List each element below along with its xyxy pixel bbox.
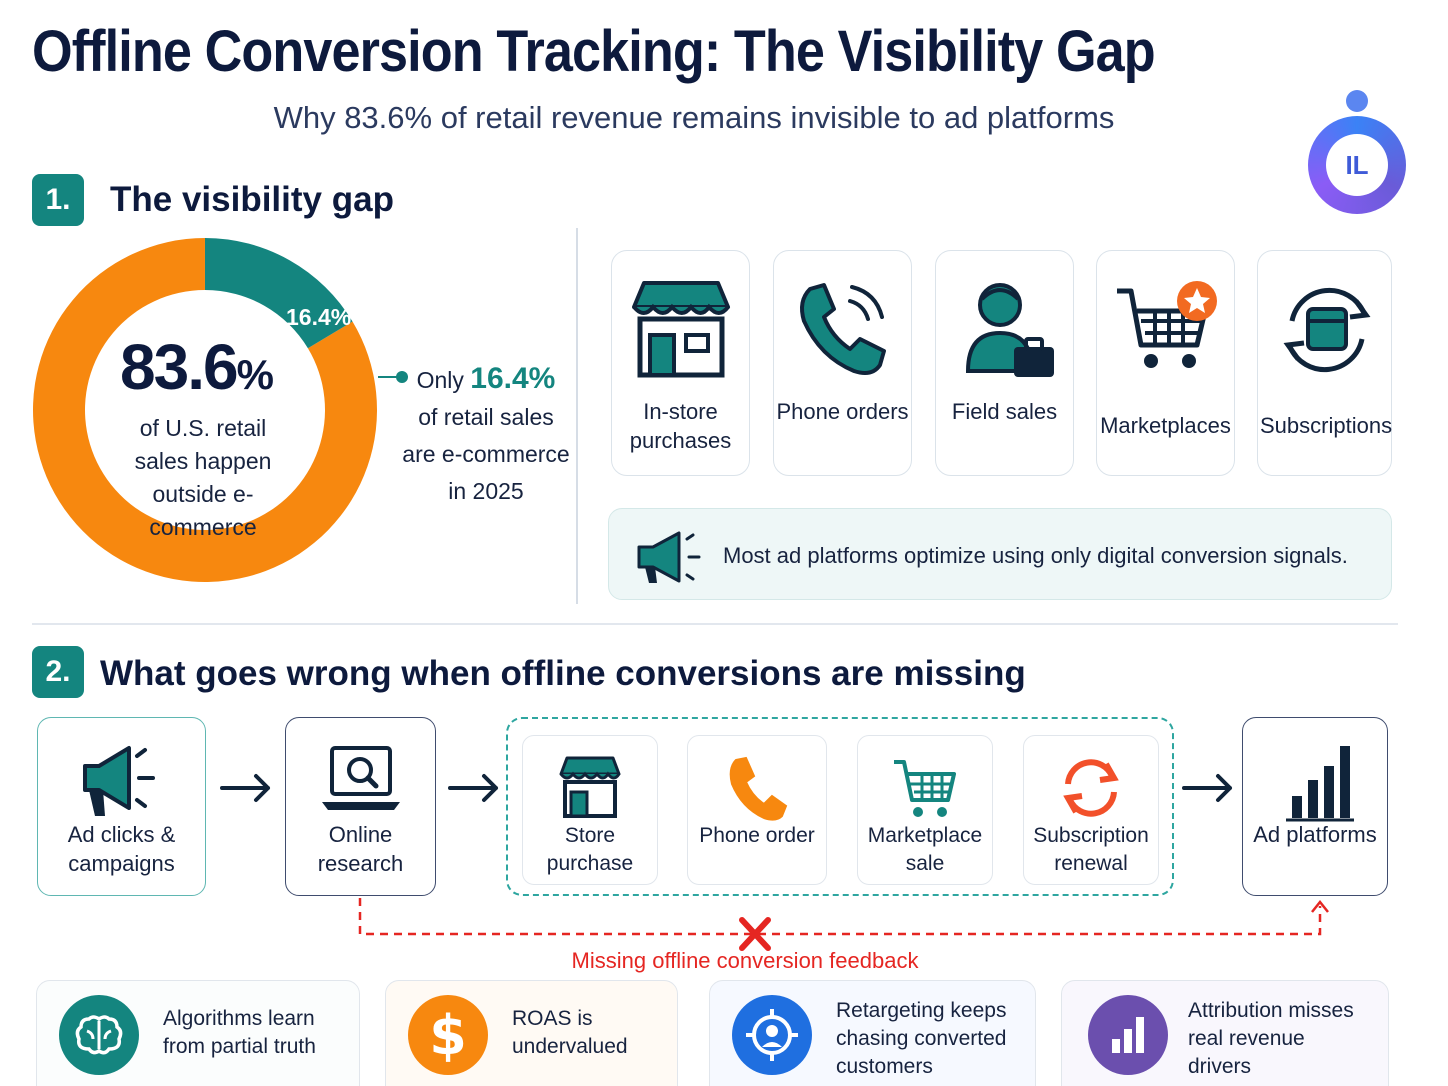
impact-roas: $ ROAS is undervalued (385, 980, 678, 1086)
flow-ad-clicks: Ad clicks & campaigns (37, 717, 206, 896)
donut-segment-label: 16.4% (286, 304, 352, 330)
page-title: Offline Conversion Tracking: The Visibil… (32, 19, 1156, 84)
channel-card-subscriptions: Subscriptions (1257, 250, 1392, 476)
donut-segment-ecommerce (205, 238, 353, 349)
vertical-divider (576, 228, 578, 604)
channel-card-in-store: In-store purchases (611, 250, 750, 476)
impact-text: ROAS is undervalued (512, 1007, 628, 1058)
arrow-right-icon (448, 774, 498, 802)
logo: IL (1308, 116, 1406, 214)
offline-label: Marketplace sale (867, 824, 983, 875)
ecommerce-callout: Only 16.4% of retail sales are e-commerc… (402, 362, 570, 504)
subscription-cycle-icon (1283, 287, 1371, 373)
phone-icon (729, 756, 788, 821)
arrow-right-icon (220, 774, 270, 802)
impact-retargeting: Retargeting keeps chasing converted cust… (709, 980, 1036, 1086)
section-1-badge: 1. (32, 174, 84, 226)
megaphone-icon (82, 746, 155, 816)
section-divider (32, 623, 1398, 625)
section-2-title: What goes wrong when offline conversions… (100, 654, 1026, 693)
renewal-icon (1063, 759, 1119, 817)
shopping-cart-star-icon (1117, 281, 1217, 368)
storefront-icon (632, 281, 730, 378)
channel-label: Phone orders (776, 399, 909, 424)
impact-text: Attribution misses real revenue drivers (1188, 999, 1354, 1078)
offline-label: Phone order (699, 824, 815, 847)
store-icon (559, 756, 621, 818)
section-1-title: The visibility gap (110, 180, 394, 219)
channel-card-phone: Phone orders (773, 250, 912, 476)
offline-label: Subscription renewal (1033, 824, 1149, 875)
donut-chart (33, 238, 377, 582)
page-subtitle: Why 83.6% of retail revenue remains invi… (273, 100, 1115, 135)
donut-segment-offline (33, 238, 377, 582)
phone-ringing-icon (800, 283, 886, 375)
donut-center-caption: of U.S. retail sales happen outside e-co… (134, 415, 272, 540)
impact-attribution: Attribution misses real revenue drivers (1061, 980, 1389, 1086)
bar-chart-icon (1286, 746, 1354, 822)
channel-label: Subscriptions (1260, 413, 1393, 438)
salesperson-briefcase-icon (965, 283, 1054, 377)
flow-online-research: Online research (285, 717, 436, 896)
digital-signals-note: Most ad platforms optimize using only di… (608, 508, 1392, 600)
missing-feedback-label: Missing offline conversion feedback (571, 948, 919, 973)
section-2-badge: 2. (32, 646, 84, 698)
callout-connector (378, 376, 402, 378)
channel-card-marketplaces: Marketplaces (1096, 250, 1235, 476)
target-icon (732, 995, 812, 1075)
channel-label: Field sales (951, 399, 1058, 424)
offline-phone-order: Phone order (687, 735, 827, 885)
channel-label: Marketplaces (1100, 413, 1231, 438)
flow-ad-platforms: Ad platforms (1242, 717, 1388, 896)
logo-dot (1346, 90, 1368, 112)
offline-subscription-renewal: Subscription renewal (1023, 735, 1159, 885)
offline-marketplace-sale: Marketplace sale (857, 735, 993, 885)
offline-store-purchase: Store purchase (522, 735, 658, 885)
arrow-right-icon (1182, 774, 1232, 802)
dollar-icon: $ (408, 995, 488, 1075)
impact-text: Algorithms learn from partial truth (163, 1007, 316, 1058)
megaphone-icon (637, 531, 701, 583)
flow-label: Ad platforms (1253, 822, 1377, 847)
note-text: Most ad platforms optimize using only di… (723, 543, 1348, 568)
logo-text: IL (1345, 149, 1369, 180)
callout-dot (396, 371, 408, 383)
flow-label: Online research (317, 822, 404, 876)
impact-algorithms: Algorithms learn from partial truth (36, 980, 360, 1086)
channel-card-field-sales: Field sales (935, 250, 1074, 476)
missing-feedback-connector (358, 898, 1329, 951)
offline-label: Store purchase (546, 824, 634, 875)
donut-center-value: 83.6% (120, 331, 274, 403)
flow-label: Ad clicks & campaigns (67, 822, 176, 876)
brain-icon (59, 995, 139, 1075)
offline-conversions-group (506, 717, 1174, 896)
bar-chart-icon (1088, 995, 1168, 1075)
impact-text: Retargeting keeps chasing converted cust… (836, 999, 1007, 1078)
channel-label: In-store purchases (629, 399, 732, 453)
laptop-search-icon (321, 746, 400, 810)
cart-icon (894, 760, 956, 817)
